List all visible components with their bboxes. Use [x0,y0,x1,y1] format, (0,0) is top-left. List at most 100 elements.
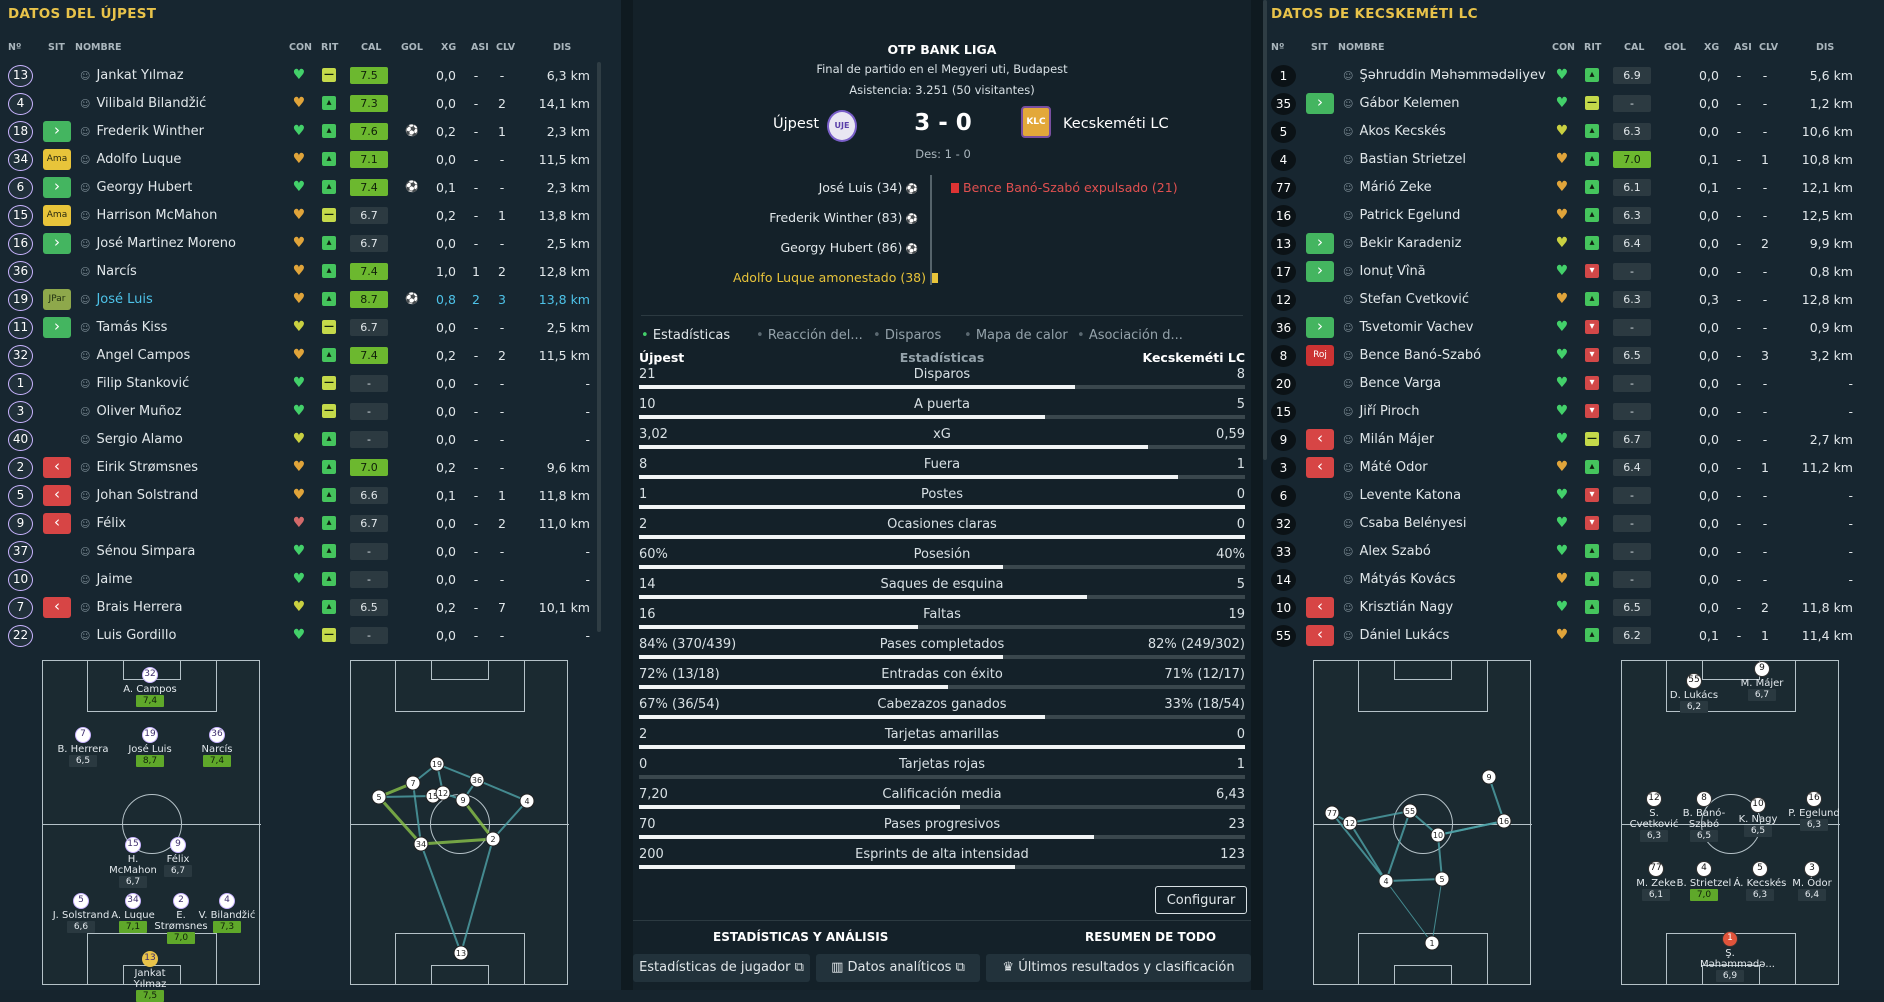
table-row[interactable]: 1 Şəhruddin Məhəmmədəliyev ♥ ▴ 6.9 0,0 - - 5,6 k… [1263,62,1884,90]
table-row[interactable]: 11 › Tamás Kiss ♥ — 6.7 0,0 - - 2,5 km [0,314,621,342]
pass-node[interactable] [1378,873,1394,889]
scrollbar[interactable] [1263,0,1267,460]
table-row[interactable]: 9 ‹ Félix ♥ ▴ 6.7 0,0 - 2 11,0 km [0,510,621,538]
table-row[interactable]: 10 ‹ Krisztián Nagy ♥ ▴ 6.5 0,0 - 2 11,8 km [1263,594,1884,622]
table-row[interactable]: 8 Roj Bence Banó-Szabó ♥ ▾ 6.5 0,0 - 3 3,2 km [1263,342,1884,370]
table-row[interactable]: 17›Ionuț Vînă♥▾-0,0--0,8 km [1263,258,1884,286]
player-name[interactable]: Narcís [80,264,136,279]
column-header-clv[interactable]: CLV [496,42,516,53]
column-header-xg[interactable]: XG [1704,42,1720,53]
table-row[interactable]: 3 ‹ Máté Ódor ♥ ▴ 6.4 0,0 - 1 11,2 km [1263,454,1884,482]
column-header-rit[interactable]: RIT [321,42,339,53]
player-name[interactable]: Brais Herrera [80,600,182,615]
formation-player[interactable]: 4 B. Strietzel 7,0 [1674,861,1734,901]
table-row[interactable]: 32 Angel Campos ♥ ▴ 7.4 0,2 - 2 11,5 km [0,342,621,370]
column-header-dis[interactable]: DIS [1816,42,1835,53]
table-row[interactable]: 2 ‹ Eirik Strømsnes ♥ ▴ 7.0 0,2 - - 9,6 km [0,454,621,482]
player-name[interactable]: Alex Szabó [1343,544,1430,559]
player-name[interactable]: Angel Campos [80,348,190,363]
player-name[interactable]: Şəhruddin Məhəmmədəliyev [1343,68,1545,83]
player-name[interactable]: Ákos Kecskés [1343,124,1445,139]
player-name[interactable]: Adolfo Luque [80,152,181,167]
pass-node[interactable] [455,792,471,808]
player-name[interactable]: Csaba Belényesi [1343,516,1466,531]
pass-node[interactable] [469,772,485,788]
table-row[interactable]: 5 ‹ Johan Solstrand ♥ ▴ 6.6 0,1 - 1 11,8 km [0,482,621,510]
pass-node[interactable] [1481,769,1497,785]
formation-player[interactable]: 9 M. Májer 6,7 [1732,661,1792,701]
player-name[interactable]: Dániel Lukács [1343,628,1449,643]
formation-player[interactable]: 8 B. Banó-Szabó 6,5 [1674,791,1734,842]
pass-node[interactable] [1424,935,1440,951]
table-row[interactable]: 40Sergio Álamo♥▴-0,0--- [0,426,621,454]
pass-node[interactable] [485,831,501,847]
player-name[interactable]: Levente Katona [1343,488,1461,503]
column-header-nombre[interactable]: NOMBRE [75,42,122,53]
column-header-gol[interactable]: GOL [401,42,423,53]
column-header-cal[interactable]: CAL [361,42,382,53]
table-row[interactable]: 13 › Bekir Karadeniz ♥ ▴ 6.4 0,0 - 2 9,9 km [1263,230,1884,258]
table-row[interactable]: 6 › Georgy Hubert ♥ ▴ 7.4 ⚽ 0,1 - - 2,3 km [0,174,621,202]
player-name[interactable]: Krisztián Nagy [1343,600,1453,615]
table-row[interactable]: 1Filip Stanković♥—-0,0--- [0,370,621,398]
table-row[interactable]: 32Csaba Belényesi♥▾-0,0--- [1263,510,1884,538]
pass-node[interactable] [413,836,429,852]
column-header-asi[interactable]: ASI [1734,42,1752,53]
column-header-nombre[interactable]: NOMBRE [1338,42,1385,53]
player-name[interactable]: Ionuț Vînă [1343,264,1425,279]
column-header-cal[interactable]: CAL [1624,42,1645,53]
table-row[interactable]: 33Alex Szabó♥▴-0,0--- [1263,538,1884,566]
formation-player[interactable]: 1 Ş. Məhəmmədə... 6,9 [1700,931,1775,982]
player-name[interactable]: José Martinez Moreno [80,236,236,251]
player-name[interactable]: Filip Stanković [80,376,189,391]
pass-node[interactable] [435,785,451,801]
player-name[interactable]: Eirik Strømsnes [80,460,198,475]
player-name[interactable]: Jaime [80,572,132,587]
table-row[interactable]: 18 › Frederik Winther ♥ ▴ 7.6 ⚽ 0,2 - 1 2,3 km [0,118,621,146]
formation-player[interactable]: 15 H. McMahon 6,7 [103,837,163,888]
table-row[interactable]: 35›Gábor Kelemen♥—-0,0--1,2 km [1263,90,1884,118]
pass-node[interactable] [429,756,445,772]
column-header-clv[interactable]: CLV [1759,42,1779,53]
formation-player[interactable]: 34 A. Luque 7,1 [103,893,163,933]
column-header-sit[interactable]: SIT [48,42,65,53]
table-row[interactable]: 15 Ama Harrison McMahon ♥ — 6.7 0,2 - 1 13,8 km [0,202,621,230]
player-name[interactable]: Harrison McMahon [80,208,217,223]
column-header-gol[interactable]: GOL [1664,42,1686,53]
tab-4[interactable]: • Asociación d... [1077,328,1183,343]
player-name[interactable]: Stefan Cvetković [1343,292,1469,307]
table-row[interactable]: 9 ‹ Milán Májer ♥ — 6.7 0,0 - - 2,7 km [1263,426,1884,454]
table-row[interactable]: 36 Narcís ♥ ▴ 7.4 1,0 1 2 12,8 km [0,258,621,286]
table-row[interactable]: 6Levente Katona♥▾-0,0--- [1263,482,1884,510]
home-team-name[interactable]: Újpest [773,116,820,132]
column-header-sit[interactable]: SIT [1311,42,1328,53]
player-name[interactable]: Tamás Kiss [80,320,167,335]
pass-node[interactable] [1434,871,1450,887]
formation-player[interactable]: 5 J. Solstrand 6,6 [51,893,111,933]
column-header-nº[interactable]: Nº [1271,42,1285,53]
pass-node[interactable] [371,789,387,805]
player-name[interactable]: Vilibald Bilandžić [80,96,206,111]
player-name[interactable]: Bastian Strietzel [1343,152,1466,167]
tab-1[interactable]: • Reacción del... [756,328,863,343]
player-name[interactable]: Bence Banó-Szabó [1343,348,1481,363]
tab-3[interactable]: • Mapa de calor [964,328,1068,343]
pass-node[interactable] [519,793,535,809]
scrollbar[interactable] [597,62,601,632]
table-row[interactable]: 3Óliver Muñoz♥—-0,0--- [0,398,621,426]
analytics-button[interactable]: ▥ Datos analíticos ⧉ [816,954,980,982]
column-header-asi[interactable]: ASI [471,42,489,53]
table-row[interactable]: 15Jiří Piroch♥▾-0,0--- [1263,398,1884,426]
player-name[interactable]: Jiří Piroch [1343,404,1419,419]
player-name[interactable]: Patrick Egelund [1343,208,1460,223]
tab-0[interactable]: • Estadísticas [641,328,730,343]
pass-node[interactable] [1430,827,1446,843]
column-header-con[interactable]: CON [289,42,312,53]
column-header-dis[interactable]: DIS [553,42,572,53]
formation-player[interactable]: 13 Jankat Yılmaz 7,5 [120,951,180,1002]
table-row[interactable]: 4 Bastian Strietzel ♥ ▴ 7.0 0,1 - 1 10,8 km [1263,146,1884,174]
column-header-rit[interactable]: RIT [1584,42,1602,53]
pass-node[interactable] [1342,815,1358,831]
player-name[interactable]: Luis Gordillo [80,628,176,643]
player-name[interactable]: Jankat Yılmaz [80,68,183,83]
